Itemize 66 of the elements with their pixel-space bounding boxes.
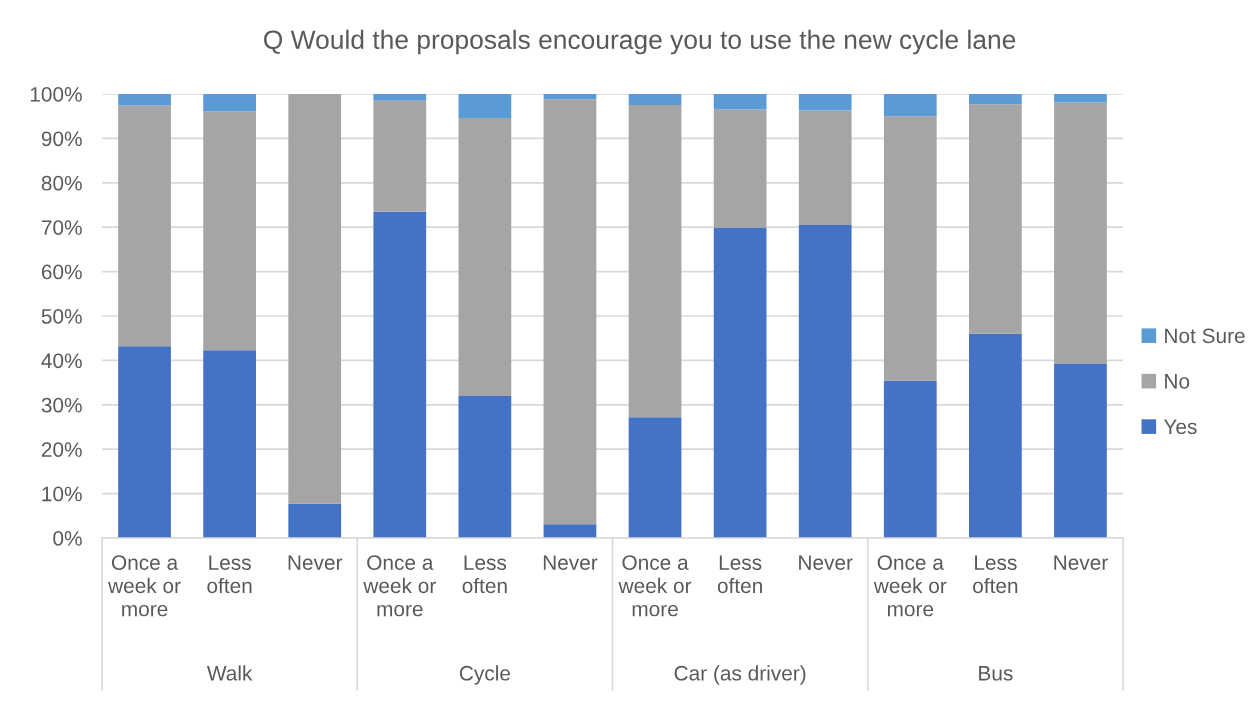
x-tick-label: Never [1054, 555, 1108, 570]
bar [969, 104, 1022, 334]
legend-label: No [1165, 374, 1190, 389]
y-tick-label: 20% [41, 442, 82, 457]
bar [713, 109, 767, 229]
text: Bus [979, 666, 1013, 681]
bar [628, 94, 682, 106]
bar [203, 350, 256, 538]
bar [628, 417, 682, 538]
bar [543, 524, 597, 538]
bar [118, 94, 171, 106]
bar [288, 503, 342, 538]
bar [458, 94, 512, 118]
bar [458, 395, 512, 538]
y-tick-label: 50% [41, 309, 82, 324]
bar [628, 105, 682, 418]
bar [1054, 94, 1107, 103]
y-tick-label: 100% [30, 87, 82, 102]
x-tick-label: Never [799, 555, 853, 570]
bar [458, 117, 512, 396]
bar [798, 224, 852, 538]
y-tick-label: 40% [41, 353, 82, 369]
y-tick-label: 70% [41, 220, 82, 235]
y-tick-label: 0% [53, 531, 82, 546]
y-tick-label: 30% [41, 397, 82, 413]
y-tick-label: 80% [41, 175, 82, 191]
x-tick-label: Never [543, 555, 598, 570]
bar [543, 94, 597, 100]
bar [203, 111, 256, 351]
bar [798, 110, 852, 225]
bar [883, 116, 937, 381]
text: Walk [206, 665, 253, 681]
text: Cycle [459, 665, 510, 685]
bar [288, 94, 342, 504]
bar [883, 94, 937, 117]
y-tick-label: 90% [41, 131, 82, 147]
bar [118, 346, 171, 538]
text: Car (as driver) [674, 665, 806, 685]
legend-label: Not Sure [1165, 328, 1245, 344]
y-tick-label: 10% [42, 486, 82, 502]
bar [713, 94, 767, 110]
bar [373, 100, 427, 212]
chart-title: Q Would the proposals encourage you to use the new cycle lane [264, 29, 1016, 55]
x-tick-label: Never [288, 555, 343, 570]
x-tick-label: Once a week or more [618, 555, 692, 617]
bar [969, 333, 1022, 538]
bar [203, 94, 256, 112]
bar [118, 105, 171, 347]
x-tick-label: Less often [207, 555, 252, 594]
x-tick-label: Less often [717, 555, 762, 594]
y-tick-label: 60% [41, 264, 82, 280]
legend-label: Yes [1163, 419, 1197, 435]
x-tick-label: Less often [973, 555, 1018, 594]
bar [1054, 363, 1107, 538]
bar [883, 380, 937, 538]
bar [543, 99, 597, 525]
bar [798, 94, 852, 111]
x-tick-label: Once a week or more [363, 555, 436, 617]
bar [1054, 102, 1107, 364]
bar [373, 211, 427, 538]
x-tick-label: Once a week or more [108, 555, 181, 617]
bar [969, 94, 1022, 105]
x-tick-label: Less often [462, 555, 507, 594]
bar [713, 228, 767, 538]
bar [373, 94, 427, 101]
x-tick-label: Once a week or more [873, 555, 947, 617]
